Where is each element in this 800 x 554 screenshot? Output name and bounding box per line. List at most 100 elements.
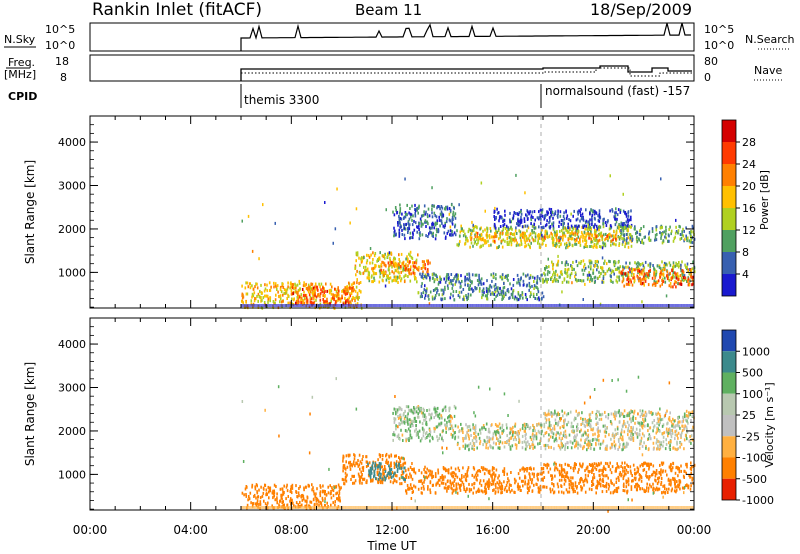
echo-cell — [425, 234, 427, 238]
echo-cell — [584, 441, 586, 445]
echo-cell — [474, 273, 477, 277]
echo-cell — [687, 277, 690, 281]
echo-cell — [414, 209, 417, 213]
echo-cell — [659, 231, 661, 235]
echo-cell — [540, 273, 542, 277]
echo-cell — [481, 304, 483, 307]
echo-cell — [269, 288, 272, 292]
echo-cell — [407, 227, 409, 230]
echo-cell — [505, 423, 508, 427]
echo-cell — [597, 426, 599, 430]
echo-cell — [361, 477, 364, 481]
echo-cell — [642, 268, 644, 272]
echo-cell — [541, 208, 544, 212]
echo-cell — [268, 281, 271, 285]
echo-cell — [244, 304, 247, 307]
echo-cell — [591, 215, 593, 219]
echo-cell — [344, 301, 347, 305]
echo-cell — [534, 232, 537, 236]
echo-cell — [444, 297, 446, 301]
echo-cell — [385, 304, 388, 307]
echo-cell — [398, 253, 400, 257]
echo-cell — [390, 251, 392, 255]
echo-cell — [562, 234, 564, 237]
echo-cell — [638, 262, 640, 266]
echo-cell — [497, 304, 500, 307]
echo-cell — [441, 293, 444, 297]
echo-cell — [337, 498, 340, 502]
nave-trace — [241, 67, 692, 77]
echo-cell — [439, 433, 441, 437]
echo-cell — [409, 436, 412, 440]
echo-cell — [637, 304, 639, 307]
echo-cell — [315, 295, 318, 299]
echo-cell — [529, 291, 532, 295]
echo-cell — [556, 233, 558, 237]
echo-cell — [667, 434, 669, 438]
echo-cell — [424, 284, 426, 288]
echo-cell — [663, 261, 666, 265]
echo-cell — [664, 447, 667, 451]
echo-cell — [583, 245, 585, 249]
nsky-trace — [240, 23, 691, 51]
echo-cell — [399, 211, 401, 215]
echo-cell — [644, 279, 647, 283]
echo-cell — [442, 304, 444, 307]
echo-cell — [577, 304, 579, 307]
echo-cell — [590, 428, 592, 432]
echo-cell — [600, 245, 602, 249]
echo-cell — [631, 237, 634, 241]
echo-cell — [634, 431, 636, 435]
echo-cell — [467, 230, 470, 234]
echo-cell — [639, 304, 642, 307]
echo-cell — [274, 282, 277, 286]
echo-cell — [395, 412, 397, 416]
echo-cell — [634, 304, 637, 307]
echo-cell — [445, 275, 448, 279]
echo-cell — [679, 225, 681, 229]
echo-cell — [451, 230, 453, 233]
echo-cell — [538, 296, 540, 300]
echo-cell — [427, 207, 430, 211]
echo-cell — [444, 285, 446, 289]
echo-cell — [510, 241, 513, 245]
echo-cell — [331, 285, 333, 289]
echo-cell — [410, 272, 412, 276]
echo-cell — [499, 225, 502, 228]
echo-cell — [556, 304, 559, 307]
echo-cell — [517, 434, 520, 438]
echo-cell — [622, 229, 625, 233]
echo-cell — [502, 220, 504, 223]
echo-cell — [592, 268, 595, 272]
echo-cell — [413, 228, 416, 232]
echo-cell — [487, 430, 490, 434]
echo-cell — [598, 212, 601, 216]
echo-cell — [259, 496, 262, 500]
echo-cell — [539, 442, 541, 445]
echo-cell — [245, 493, 247, 496]
echo-cell — [672, 423, 675, 427]
echo-cell — [619, 229, 621, 233]
echo-cell — [477, 304, 479, 307]
echo-cell — [604, 304, 607, 307]
echo-cell — [600, 231, 603, 235]
echo-cell — [504, 209, 506, 213]
echo-cell — [530, 241, 532, 245]
echo-cell — [329, 484, 331, 488]
echo-cell — [621, 227, 623, 231]
echo-cell — [264, 483, 266, 487]
echo-cell — [512, 432, 514, 436]
echo-cell — [573, 436, 575, 440]
echo-cell — [419, 304, 422, 307]
echo-cell — [556, 273, 559, 277]
echo-cell — [670, 285, 672, 289]
echo-cell — [392, 481, 394, 485]
echo-cell — [399, 457, 401, 461]
echo-cell — [532, 435, 535, 439]
echo-cell — [368, 273, 370, 277]
echo-cell — [577, 427, 579, 430]
echo-cell — [254, 304, 257, 307]
echo-cell — [536, 234, 539, 238]
echo-cell — [403, 478, 405, 482]
echo-cell — [451, 416, 453, 420]
